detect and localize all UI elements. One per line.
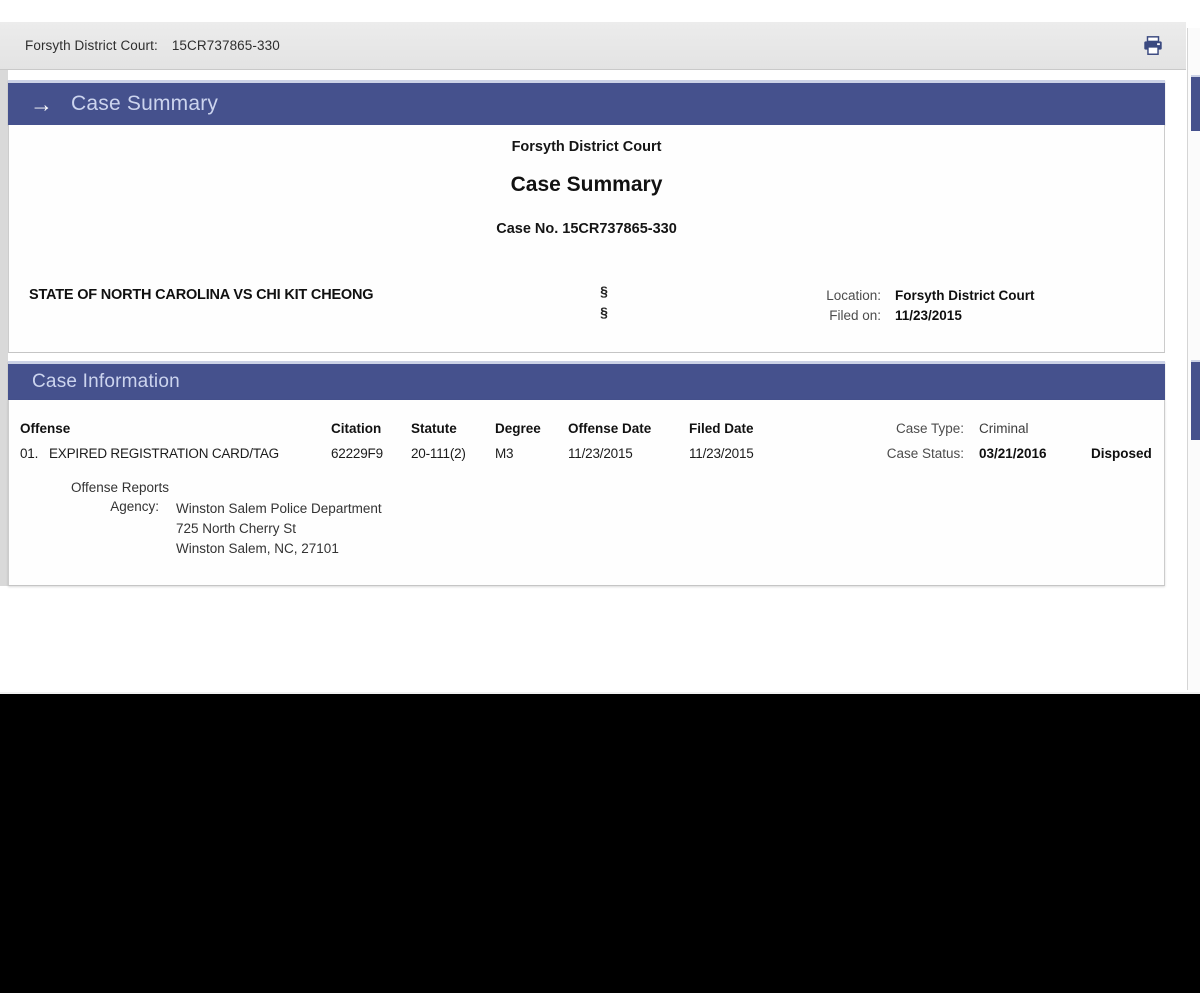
print-button[interactable] (1142, 35, 1164, 57)
header-bar: Forsyth District Court: 15CR737865-330 (0, 22, 1186, 70)
filed-on-value: 11/23/2015 (895, 308, 962, 323)
printer-icon (1142, 36, 1164, 60)
agency-address-line2: Winston Salem, NC, 27101 (176, 541, 339, 556)
case-status-date: 03/21/2016 (979, 446, 1047, 461)
case-type-value: Criminal (979, 421, 1029, 436)
agency-block: Agency: Winston Salem Police Department … (9, 499, 382, 559)
document-court-name: Forsyth District Court (511, 139, 662, 155)
next-page-edge (1187, 28, 1200, 690)
letterbox-black-region (0, 692, 1200, 993)
case-information-panel: Offense Citation Statute Degree Offense … (8, 400, 1165, 586)
agency-address: Winston Salem Police Department 725 Nort… (176, 499, 382, 559)
case-summary-banner[interactable]: → Case Summary (8, 80, 1165, 125)
location-label: Location: (826, 288, 881, 303)
offense-row-citation: 62229F9 (331, 446, 383, 461)
next-page-banner-edge (1191, 360, 1200, 440)
col-header-citation: Citation (331, 421, 382, 436)
case-information-banner[interactable]: Case Information (8, 361, 1165, 400)
case-information-banner-label: Case Information (32, 371, 180, 392)
document-title: Case Summary (510, 173, 663, 196)
left-gutter (0, 70, 8, 586)
col-header-offense: Offense (20, 421, 71, 436)
case-summary-banner-label: Case Summary (71, 92, 219, 115)
offense-row-offense-date: 11/23/2015 (568, 446, 633, 461)
col-header-filed-date: Filed Date (689, 421, 754, 436)
case-summary-panel: Forsyth District Court Case Summary Case… (8, 125, 1165, 353)
section-symbol: § (600, 304, 608, 320)
col-header-degree: Degree (495, 421, 541, 436)
location-filed-block: Location: Forsyth District Court Filed o… (769, 286, 1035, 326)
section-symbol: § (600, 283, 608, 299)
offense-row-statute: 20-111(2) (411, 446, 466, 461)
col-header-statute: Statute (411, 421, 457, 436)
offense-reports-title: Offense Reports (71, 480, 170, 495)
next-page-banner-edge (1191, 75, 1200, 131)
offense-row-filed-date: 11/23/2015 (689, 446, 754, 461)
case-type-label: Case Type: (895, 421, 964, 436)
filed-on-label: Filed on: (829, 308, 881, 323)
breadcrumb-court-label: Forsyth District Court: (25, 38, 158, 53)
offense-row-degree: M3 (495, 446, 514, 461)
offense-row-number: 01. (20, 446, 39, 461)
case-status-label: Case Status: (886, 446, 964, 461)
breadcrumb-case-number: 15CR737865-330 (171, 38, 280, 53)
case-status-value: Disposed (1091, 446, 1152, 461)
offense-row-description: EXPIRED REGISTRATION CARD/TAG (49, 446, 279, 461)
agency-name: Winston Salem Police Department (176, 501, 382, 516)
agency-address-line1: 725 North Cherry St (176, 521, 297, 536)
style-of-case: STATE OF NORTH CAROLINA VS CHI KIT CHEON… (29, 287, 374, 303)
agency-label: Agency: (110, 499, 159, 514)
document-case-number: Case No. 15CR737865-330 (496, 221, 677, 237)
section-symbols: § § (592, 281, 616, 323)
col-header-offense-date: Offense Date (568, 421, 652, 436)
breadcrumb: Forsyth District Court: 15CR737865-330 (25, 38, 280, 53)
location-value: Forsyth District Court (895, 288, 1035, 303)
arrow-right-icon: → (30, 90, 53, 117)
